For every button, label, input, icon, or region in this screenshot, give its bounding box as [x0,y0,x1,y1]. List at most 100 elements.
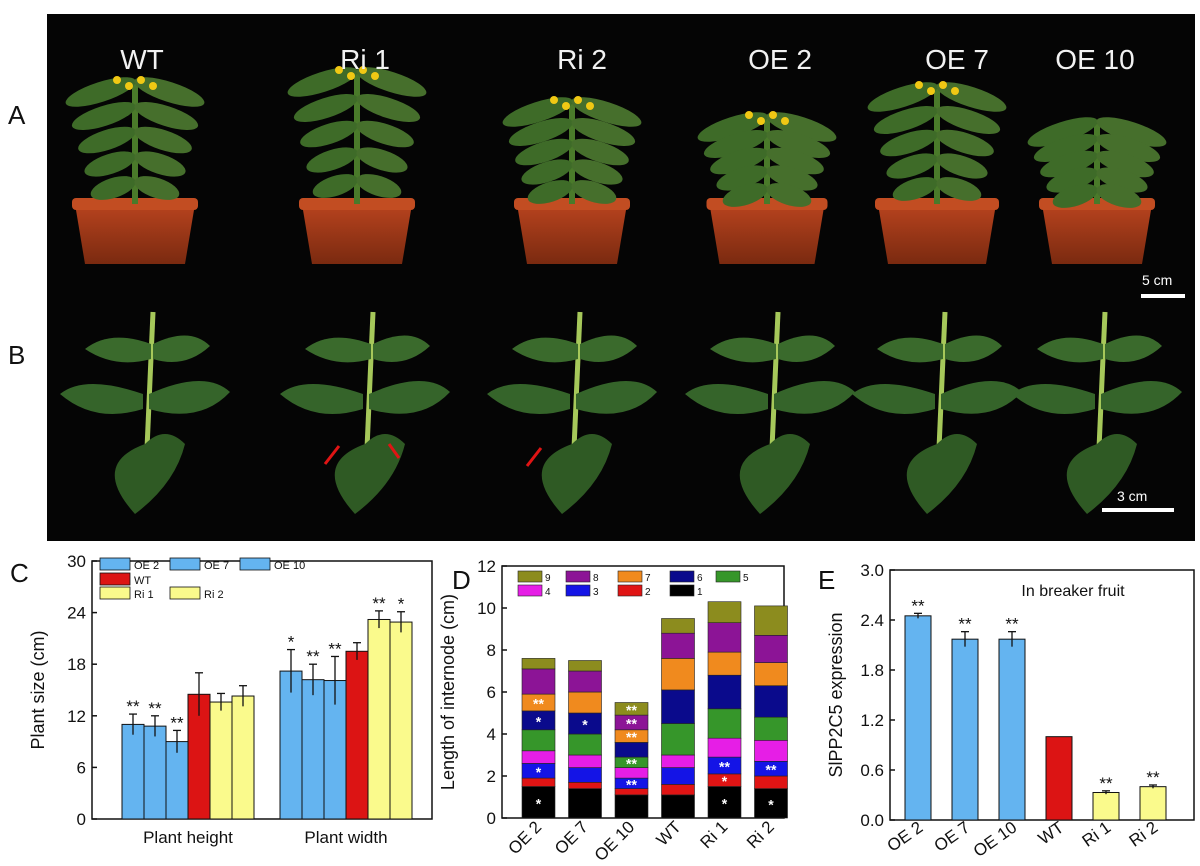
chart-c-bar [143,725,167,820]
leaflet-icon [280,384,363,414]
chart-d-legend-swatch [715,570,741,583]
chart-c-legend-swatch [239,557,271,571]
chart-e-xtick-label: WT [1035,818,1068,849]
leaflet-icon [487,384,570,414]
chart-c-sig-label: ** [126,697,140,716]
chart-e-bar [1092,792,1120,821]
chart-d-segment [521,668,556,695]
red-arrow-icon [387,443,401,459]
leaf-icon [134,101,199,131]
leaf-icon [571,159,623,185]
chart-c-ytick-label: 30 [67,552,86,571]
pot-icon [878,204,996,264]
chart-d-legend-label: 1 [697,587,703,598]
chart-d-sig-label: * [582,717,588,733]
chart-e-ytick-label: 2.4 [860,611,884,630]
leaf-icon [71,101,136,131]
leaf-icon [716,165,768,191]
chart-c-legend-label: Ri 1 [134,589,154,601]
chart-d-segment [661,618,695,634]
leaflet-icon [1012,384,1095,414]
chart-c-ytick-label: 0 [77,810,86,829]
chart-d-xtick-label: WT [653,817,685,849]
red-arrow-icon [323,445,341,465]
leaflet-icon [369,380,450,414]
chart-d-segment [568,670,602,693]
leaf-icon [1096,133,1161,163]
leaf-icon [515,138,573,166]
chart-c-sig-label: ** [372,594,386,613]
chart-d-segment [754,685,788,718]
leaflet-icon [774,380,855,414]
chart-d-segment [754,605,788,636]
chart-c-bar [345,650,369,820]
chart-d-legend-swatch [517,570,543,583]
chart-d-segment [754,788,788,819]
chart-d-sig-label: * [536,795,542,811]
leaves-row [60,311,1182,514]
chart-d-legend-label: 8 [593,573,599,584]
chart-d-sig-label: ** [626,715,637,731]
chart-e-xtick-label: OE 2 [884,818,927,856]
leaflet-icon [1105,335,1162,363]
chart-d-ytick-label: 6 [487,683,496,702]
chart-e-bar [1045,736,1073,821]
leaf-icon [78,126,136,154]
leaflet-icon [580,335,637,363]
leaflet-icon [852,384,935,414]
chart-d-legend-swatch [517,584,543,597]
leaf-icon [766,165,818,191]
leaf-icon [90,176,136,200]
chart-d-segment [568,754,602,768]
chart-d-legend-swatch [617,570,643,583]
chart-e-bar [1139,786,1167,821]
flower-icon [550,96,558,104]
leaflet-icon [1037,337,1103,363]
leaflet-icon [541,434,612,514]
leaf-icon [1046,167,1098,193]
leaflet-icon [334,434,405,514]
chart-d-legend-label: 5 [743,573,749,584]
chart-e-xtick-label: OE 7 [931,818,974,856]
plant-photo-panel: WT Ri 1 Ri 2 OE 2 OE 7 OE 10 5 cm 3 cm [47,14,1195,541]
chart-d-legend-label: 6 [697,573,703,584]
chart-d-segment [568,767,602,783]
leaf-icon [873,105,938,135]
chart-d-segment [707,786,742,819]
leaflet-icon [153,335,210,363]
leaf-icon [936,153,988,179]
chart-c-legend-swatch [99,557,131,571]
leaflet-icon [941,380,1022,414]
leaf-icon [300,120,358,148]
chart-d-sig-label: * [722,795,728,811]
chart-d-xtick-label: OE 2 [504,817,545,858]
chart-d-legend-label: 4 [545,587,551,598]
flower-icon [137,76,145,84]
flower-icon [562,102,570,110]
chart-d-segment [661,689,695,724]
leaf-icon [356,147,408,173]
chart-c-bar [121,723,145,820]
chart-d-legend-swatch [565,570,591,583]
leaf-icon [766,147,824,175]
chart-d-segment [568,691,602,714]
chart-e-expression: 0.0 0.6 1.2 1.8 2.4 3.0 SlPP2C5 expression In b… [826,561,1195,861]
chart-d-segment [568,782,602,789]
chart-d-segment [754,662,788,686]
leaf-icon [886,153,938,179]
leaflet-icon [1066,434,1137,514]
leaf-icon [356,93,421,123]
leaf-icon [892,177,938,201]
chart-d-legend-swatch [669,584,695,597]
chart-d-segment [614,794,649,819]
flower-icon [335,66,343,74]
chart-c-bar [165,741,189,820]
chart-d-sig-label: ** [626,755,637,771]
chart-c-bar [279,670,303,820]
leaflet-icon [114,434,185,514]
chart-d-legend-label: 3 [593,587,599,598]
panel-label-b: B [8,340,26,370]
flower-icon [769,111,777,119]
